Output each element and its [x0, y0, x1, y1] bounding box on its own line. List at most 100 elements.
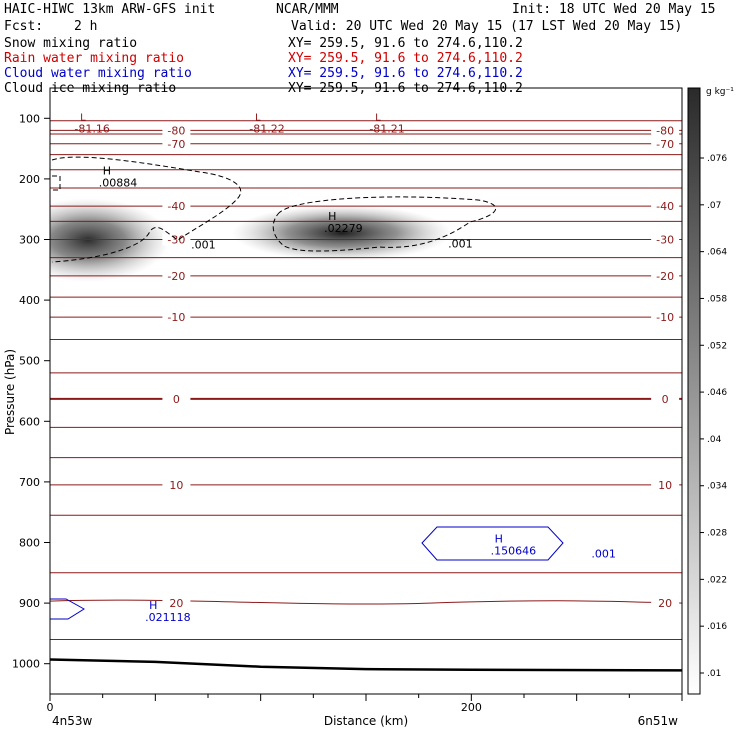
- valid-time: Valid: 20 UTC Wed 20 May 15 (17 LST Wed …: [291, 19, 683, 34]
- isotherm-label-bg: [162, 269, 191, 282]
- isotherm-label-left: -40: [167, 200, 185, 213]
- colorbar-tick-label: .052: [707, 341, 727, 351]
- fcst-label: Fcst:: [4, 19, 44, 34]
- isotherm-label-bg: [651, 124, 680, 137]
- isotherm-label-bg: [162, 137, 191, 150]
- temp-minimum-value: -81.21: [369, 122, 404, 135]
- isotherm-label-bg: [162, 597, 191, 610]
- x-axis-label: Distance (km): [324, 714, 408, 728]
- org-label: NCAR/MMM: [276, 2, 339, 17]
- isotherm-label-bg: [162, 392, 191, 405]
- colorbar-tick-label: .064: [707, 248, 727, 258]
- cloud-water-maximum-marker: H: [149, 599, 157, 612]
- isotherm-label-right: 10: [658, 479, 672, 492]
- colorbar-tick-label: .058: [707, 294, 727, 304]
- isotherm-label-left: 10: [169, 479, 183, 492]
- colorbar-tick-label: .016: [707, 622, 727, 632]
- isotherm-label-right: -10: [656, 311, 674, 324]
- isotherm-label-bg: [651, 269, 680, 282]
- colorbar-tick-label: .076: [707, 154, 727, 164]
- y-tick-label: 900: [19, 597, 40, 610]
- isotherm-label-bg: [651, 137, 680, 150]
- model-title: HAIC-HIWC 13km ARW-GFS init: [4, 2, 216, 17]
- y-tick-label: 600: [19, 415, 40, 428]
- temp-minimum-marker: L: [255, 112, 261, 123]
- cloud-water-maximum-value: .021118: [145, 611, 191, 624]
- isotherm-label-bg: [162, 200, 191, 213]
- isotherm-label-left: -20: [167, 270, 185, 283]
- colorbar-unit: g kg⁻¹: [706, 87, 734, 97]
- isotherm-label-right: -80: [656, 124, 674, 137]
- isotherm-label-right: 20: [658, 597, 672, 610]
- snow-contour-upper-left: [52, 175, 61, 191]
- isotherm-label-left: -70: [167, 138, 185, 151]
- isotherm-label-bg: [651, 311, 680, 324]
- snow-maximum-value: .00884: [99, 177, 138, 190]
- colorbar-tick-label: .022: [707, 575, 727, 585]
- temp-minimum-value: -81.16: [74, 122, 109, 135]
- isotherm-label-bg: [651, 200, 680, 213]
- cloud-water-maximum-marker: H: [495, 533, 503, 546]
- y-tick-label: 200: [19, 173, 40, 186]
- colorbar-tick-label: .04: [707, 435, 722, 445]
- field-xy-cloud-water: XY= 259.5, 91.6 to 274.6,110.2: [288, 66, 523, 81]
- isotherm-label-left: -30: [167, 234, 185, 247]
- y-tick-label: 100: [19, 112, 40, 125]
- field-name-snow: Snow mixing ratio: [4, 36, 138, 51]
- cloud-water-maximum-value: .150646: [491, 545, 537, 558]
- field-name-cloud-water: Cloud water mixing ratio: [4, 66, 192, 81]
- fcst-value: 2 h: [74, 19, 98, 34]
- isotherm-label-left: -10: [167, 311, 185, 324]
- isotherm-label-right: -30: [656, 234, 674, 247]
- y-tick-label: 400: [19, 294, 40, 307]
- surface-pressure-line: [49, 658, 683, 672]
- isotherm-20: [50, 599, 682, 605]
- temp-minimum-value: -81.22: [249, 122, 284, 135]
- cloud-water-contour-midlevel: [421, 526, 564, 561]
- y-tick-label: 1000: [12, 658, 40, 671]
- snow-maximum-value: .02279: [324, 222, 363, 235]
- colorbar-tick-label: .01: [707, 669, 721, 679]
- colorbar-tick-label: .046: [707, 388, 727, 398]
- y-tick-label: 500: [19, 355, 40, 368]
- snow-maximum-marker: H: [103, 165, 111, 178]
- y-tick-label: 800: [19, 537, 40, 550]
- isotherm-label-left: 0: [173, 393, 180, 406]
- field-xy-rain: XY= 259.5, 91.6 to 274.6,110.2: [288, 51, 523, 66]
- x-tick-label: 0: [47, 701, 54, 714]
- isotherm-label-right: 0: [662, 393, 669, 406]
- isotherm-label-right: -20: [656, 270, 674, 283]
- right-endpoint-label: 6n51w: [638, 714, 679, 728]
- colorbar-tick-label: .07: [707, 201, 721, 211]
- y-tick-label: 700: [19, 476, 40, 489]
- x-tick-label: 200: [461, 701, 482, 714]
- isotherm-label-left: -80: [167, 124, 185, 137]
- isotherm-label-bg: [162, 233, 191, 246]
- isotherm-label-right: -40: [656, 200, 674, 213]
- isotherm-label-right: -70: [656, 138, 674, 151]
- cloud-water-contour-lower-left: [50, 598, 85, 620]
- init-time: Init: 18 UTC Wed 20 May 15: [512, 2, 716, 17]
- isotherm-label-bg: [651, 478, 680, 491]
- isotherm-label-bg: [651, 597, 680, 610]
- colorbar-tick-label: .034: [707, 482, 727, 492]
- colorbar: [687, 87, 701, 695]
- field-xy-cloud-ice: XY= 259.5, 91.6 to 274.6,110.2: [288, 81, 523, 96]
- isotherm-label-left: 20: [169, 597, 183, 610]
- temp-minimum-marker: L: [375, 112, 381, 123]
- snow-contour-left: [51, 156, 242, 263]
- isotherm-label-bg: [162, 124, 191, 137]
- y-axis-label: Pressure (hPa): [3, 349, 17, 435]
- isotherm-label-bg: [162, 478, 191, 491]
- y-tick-label: 300: [19, 234, 40, 247]
- isotherm-label-bg: [651, 233, 680, 246]
- field-xy-snow: XY= 259.5, 91.6 to 274.6,110.2: [288, 36, 523, 51]
- contour-label: .001: [448, 237, 473, 250]
- plot-frame: [49, 87, 683, 695]
- contour-label: .001: [191, 239, 216, 252]
- field-name-rain: Rain water mixing ratio: [4, 51, 185, 66]
- temp-minimum-marker: L: [80, 112, 86, 123]
- isotherm-label-bg: [162, 311, 191, 324]
- snow-maximum-marker: H: [328, 210, 336, 223]
